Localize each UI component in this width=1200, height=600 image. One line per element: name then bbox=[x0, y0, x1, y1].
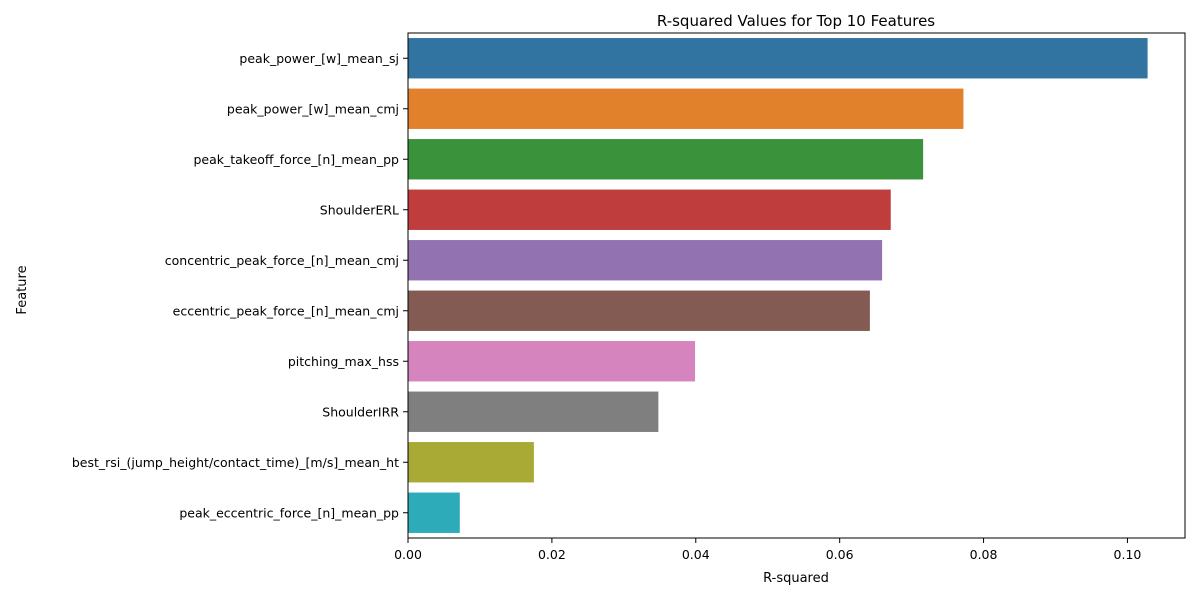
bar-6 bbox=[408, 290, 870, 331]
bar-10 bbox=[408, 492, 460, 533]
y-tick-label-4: ShoulderERL bbox=[320, 202, 399, 217]
bar-8 bbox=[408, 391, 659, 432]
y-axis-ticks: peak_power_[w]_mean_sj peak_power_[w]_mea… bbox=[72, 51, 408, 520]
chart-title: R-squared Values for Top 10 Features bbox=[657, 12, 935, 30]
x-tick-label-5: 0.08 bbox=[970, 547, 998, 562]
x-axis-ticks: 0.00 0.02 0.04 0.06 0.08 0.10 bbox=[394, 538, 1141, 562]
bar-5 bbox=[408, 240, 883, 281]
bar-4 bbox=[408, 189, 891, 230]
y-tick-label-5: concentric_peak_force_[n]_mean_cmj bbox=[165, 253, 399, 268]
x-tick-label-4: 0.06 bbox=[826, 547, 854, 562]
x-tick-label-2: 0.02 bbox=[538, 547, 566, 562]
y-tick-label-9: best_rsi_(jump_height/contact_time)_[m/s… bbox=[72, 455, 399, 470]
y-tick-label-8: ShoulderIRR bbox=[322, 404, 399, 419]
y-tick-label-10: peak_eccentric_force_[n]_mean_pp bbox=[179, 505, 399, 520]
y-tick-label-2: peak_power_[w]_mean_cmj bbox=[227, 101, 399, 116]
x-axis-label: R-squared bbox=[763, 571, 829, 586]
plot-frame bbox=[407, 32, 1186, 539]
bar-3 bbox=[408, 139, 924, 180]
x-tick-label-1: 0.00 bbox=[394, 547, 422, 562]
y-tick-label-1: peak_power_[w]_mean_sj bbox=[239, 51, 399, 66]
y-axis-label: Feature bbox=[15, 265, 30, 314]
bar-2 bbox=[408, 88, 964, 129]
y-tick-label-3: peak_takeoff_force_[n]_mean_pp bbox=[193, 152, 399, 167]
bar-7 bbox=[408, 341, 696, 382]
y-tick-label-7: pitching_max_hss bbox=[288, 354, 399, 369]
bars-group bbox=[408, 38, 1148, 533]
x-tick-label-3: 0.04 bbox=[682, 547, 710, 562]
bar-9 bbox=[408, 442, 534, 483]
bar-1 bbox=[408, 38, 1148, 79]
y-tick-label-6: eccentric_peak_force_[n]_mean_cmj bbox=[173, 303, 399, 318]
x-tick-label-6: 0.10 bbox=[1114, 547, 1142, 562]
